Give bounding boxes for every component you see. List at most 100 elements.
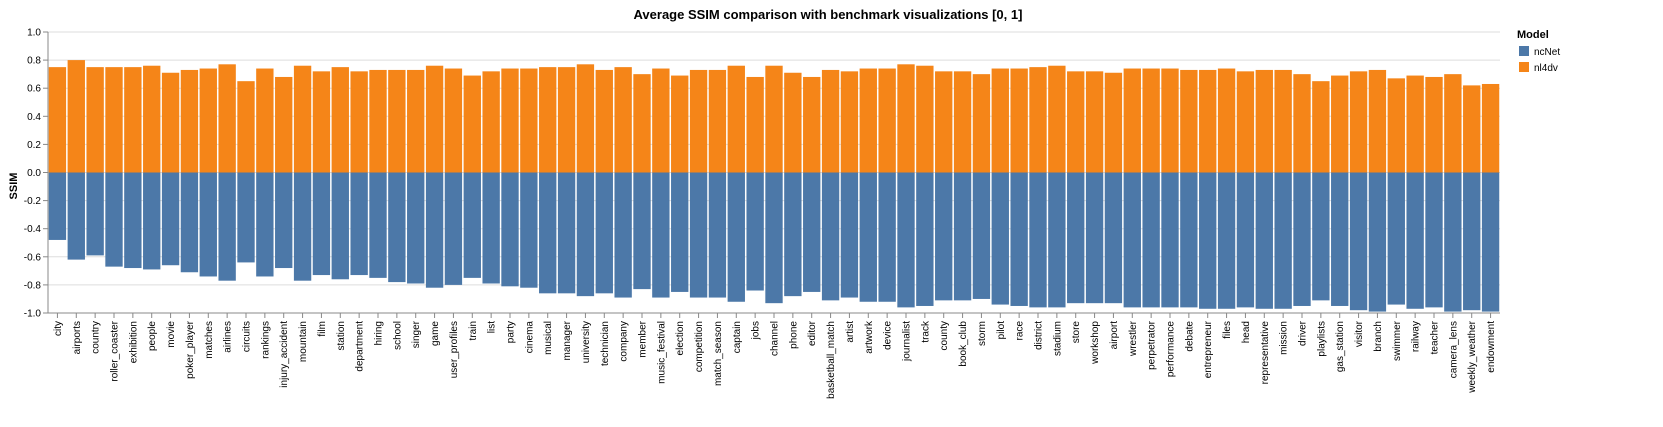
- bar-nl4dv-teacher: [1425, 76, 1443, 173]
- bar-ncnet-injury-accident: [275, 172, 293, 269]
- legend-swatch-nl4dv: [1519, 62, 1529, 72]
- y-tick-label: 0.0: [27, 168, 41, 179]
- bar-nl4dv-district: [1029, 67, 1047, 173]
- x-tick-label: circuits: [242, 321, 253, 352]
- bar-nl4dv-matches: [199, 68, 217, 173]
- bar-nl4dv-editor: [803, 76, 821, 173]
- x-tick-label: match_season: [713, 321, 724, 386]
- x-tick-label: performance: [1166, 321, 1177, 378]
- bar-nl4dv-rankings: [256, 68, 274, 173]
- bar-ncnet-pilot: [991, 172, 1009, 305]
- x-tick-label: swimmer: [1392, 320, 1403, 361]
- bar-ncnet-movie: [161, 172, 180, 266]
- bar-ncnet-list: [482, 172, 500, 284]
- x-tick-label: roller_coaster: [110, 320, 121, 381]
- bar-ncnet-singer: [407, 172, 425, 284]
- legend-title: Model: [1517, 29, 1549, 41]
- y-tick-label: -1.0: [24, 309, 42, 320]
- bar-nl4dv-basketball-match: [821, 69, 840, 173]
- bar-ncnet-driver: [1293, 172, 1311, 306]
- bar-nl4dv-poker-player: [180, 69, 199, 173]
- x-tick-label: phone: [788, 321, 799, 349]
- bar-nl4dv-country: [86, 67, 104, 173]
- bar-nl4dv-music-festival: [652, 68, 670, 173]
- bar-nl4dv-endowment: [1481, 83, 1500, 173]
- x-tick-label: airport: [1109, 321, 1120, 350]
- bar-ncnet-visitor: [1349, 172, 1368, 311]
- bar-nl4dv-device: [878, 68, 896, 173]
- bar-nl4dv-movie: [161, 72, 180, 173]
- bar-nl4dv-airlines: [218, 64, 236, 173]
- bar-nl4dv-head: [1236, 71, 1255, 173]
- bar-nl4dv-pilot: [991, 68, 1009, 173]
- x-tick-label: channel: [770, 321, 781, 356]
- y-axis: 1.0 0.8 0.6 0.4 0.2 0.0 -0.2 -0.4 -0.6 -0.8 -1.0: [24, 28, 49, 320]
- x-tick-label: country: [91, 321, 102, 354]
- x-tick-label: debate: [1184, 321, 1195, 352]
- bar-nl4dv-gas-station: [1331, 75, 1349, 173]
- x-tick-label: basketball_match: [826, 321, 837, 399]
- bar-ncnet-competition: [689, 172, 708, 298]
- bar-nl4dv-store: [1067, 71, 1085, 173]
- x-tick-label: artist: [845, 321, 856, 343]
- bar-ncnet-representative: [1255, 172, 1273, 309]
- bar-ncnet-people: [143, 172, 161, 270]
- x-tick-label: driver: [1298, 320, 1309, 346]
- x-tick-label: weekly_weather: [1467, 320, 1478, 393]
- x-tick-label: wrestler: [1128, 320, 1139, 357]
- x-tick-label: poker_player: [185, 320, 196, 378]
- bar-ncnet-store: [1067, 172, 1085, 304]
- bar-ncnet-match-season: [708, 172, 727, 298]
- bar-nl4dv-driver: [1293, 74, 1311, 173]
- x-tick-label: journalist: [902, 321, 913, 362]
- bar-ncnet-wrestler: [1123, 172, 1141, 308]
- bar-nl4dv-captain: [727, 65, 745, 173]
- x-tick-label: airlines: [223, 321, 234, 353]
- x-tick-label: storm: [977, 321, 988, 346]
- x-tick-label: station: [336, 321, 347, 350]
- bar-nl4dv-election: [671, 75, 689, 173]
- bar-ncnet-rankings: [256, 172, 274, 277]
- bar-ncnet-election: [671, 172, 689, 292]
- bar-nl4dv-hiring: [369, 69, 387, 173]
- bar-ncnet-poker-player: [180, 172, 199, 273]
- bar-nl4dv-user-profiles: [444, 68, 463, 173]
- x-tick-label: teacher: [1430, 320, 1441, 354]
- y-tick-label: 1.0: [27, 28, 41, 39]
- bar-ncnet-endowment: [1481, 172, 1500, 312]
- x-tick-label: department: [355, 321, 366, 372]
- bar-nl4dv-camera-lens: [1444, 74, 1462, 173]
- bar-ncnet-playlists: [1312, 172, 1330, 301]
- bar-nl4dv-school: [388, 69, 406, 173]
- x-tick-label: track: [920, 320, 931, 343]
- y-tick-label: 0.8: [27, 56, 41, 67]
- x-tick-label: camera_lens: [1448, 321, 1459, 378]
- legend-label-nl4dv: nl4dv: [1534, 63, 1558, 74]
- bar-nl4dv-manager: [557, 67, 576, 173]
- bar-ncnet-train: [463, 172, 481, 278]
- bar-nl4dv-phone: [784, 72, 802, 173]
- bar-ncnet-track: [916, 172, 934, 306]
- bar-nl4dv-cinema: [520, 68, 538, 173]
- x-tick-label: playlists: [1316, 321, 1327, 357]
- bar-ncnet-entrepreneur: [1199, 172, 1217, 309]
- bar-ncnet-editor: [803, 172, 821, 292]
- x-tick-label: technician: [600, 321, 611, 366]
- x-tick-label: exhibition: [128, 321, 139, 363]
- bar-ncnet-mission: [1274, 172, 1292, 309]
- bar-ncnet-branch: [1368, 172, 1387, 312]
- bar-nl4dv-company: [614, 67, 632, 173]
- y-tick-label: 0.4: [27, 112, 41, 123]
- x-tick-label: railway: [1411, 321, 1422, 352]
- bar-ncnet-device: [878, 172, 896, 302]
- bar-ncnet-university: [576, 172, 595, 297]
- bar-nl4dv-train: [463, 75, 481, 173]
- bar-nl4dv-people: [143, 65, 161, 173]
- bar-nl4dv-race: [1010, 68, 1028, 173]
- y-axis-title: SSIM: [8, 173, 20, 200]
- bar-nl4dv-branch: [1368, 69, 1387, 173]
- x-tick-label: district: [1034, 321, 1045, 350]
- x-tick-label: county: [939, 321, 950, 350]
- bar-ncnet-country: [86, 172, 104, 256]
